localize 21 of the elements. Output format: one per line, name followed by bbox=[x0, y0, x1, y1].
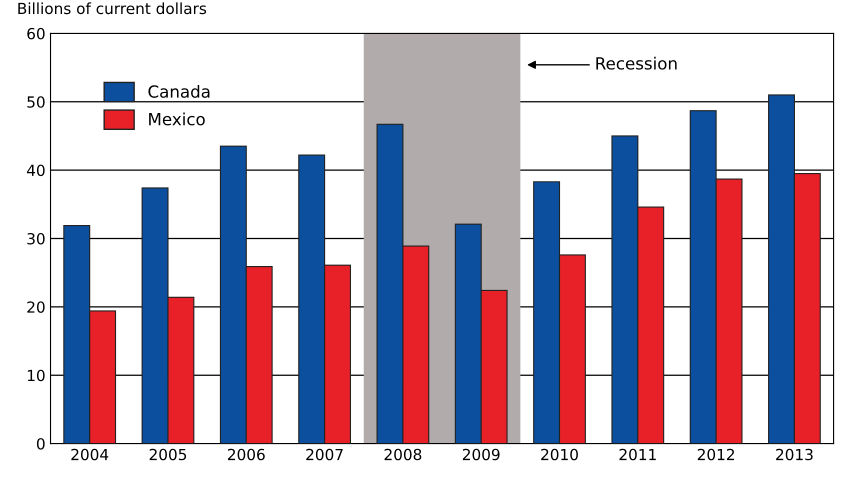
x-tick-label: 2005 bbox=[150, 448, 186, 460]
y-tick-label: 60 bbox=[27, 28, 45, 40]
y-tick-label: 40 bbox=[26, 164, 45, 176]
y-tick-label: 30 bbox=[27, 232, 45, 245]
x-tick-label: 2010 bbox=[541, 448, 578, 460]
x-tick-label: 2004 bbox=[71, 448, 108, 460]
band-label: Recession bbox=[596, 56, 677, 70]
y-axis-title: Billions of current dollars bbox=[18, 2, 206, 14]
y-tick-label: 20 bbox=[27, 301, 45, 313]
y-tick-label: 50 bbox=[27, 96, 45, 108]
legend-label: Mexico bbox=[149, 112, 205, 126]
x-tick-label: 2006 bbox=[228, 448, 265, 460]
x-tick-label: 2013 bbox=[776, 448, 813, 460]
y-tick-label: 0 bbox=[36, 438, 45, 450]
x-tick-label: 2007 bbox=[306, 448, 343, 460]
y-tick-label: 10 bbox=[28, 370, 45, 382]
x-tick-label: 2009 bbox=[462, 448, 500, 460]
legend-label: Canada bbox=[148, 84, 210, 98]
x-tick-label: 2008 bbox=[384, 448, 422, 460]
x-tick-label: 2012 bbox=[698, 448, 734, 460]
x-tick-label: 2011 bbox=[619, 448, 656, 460]
